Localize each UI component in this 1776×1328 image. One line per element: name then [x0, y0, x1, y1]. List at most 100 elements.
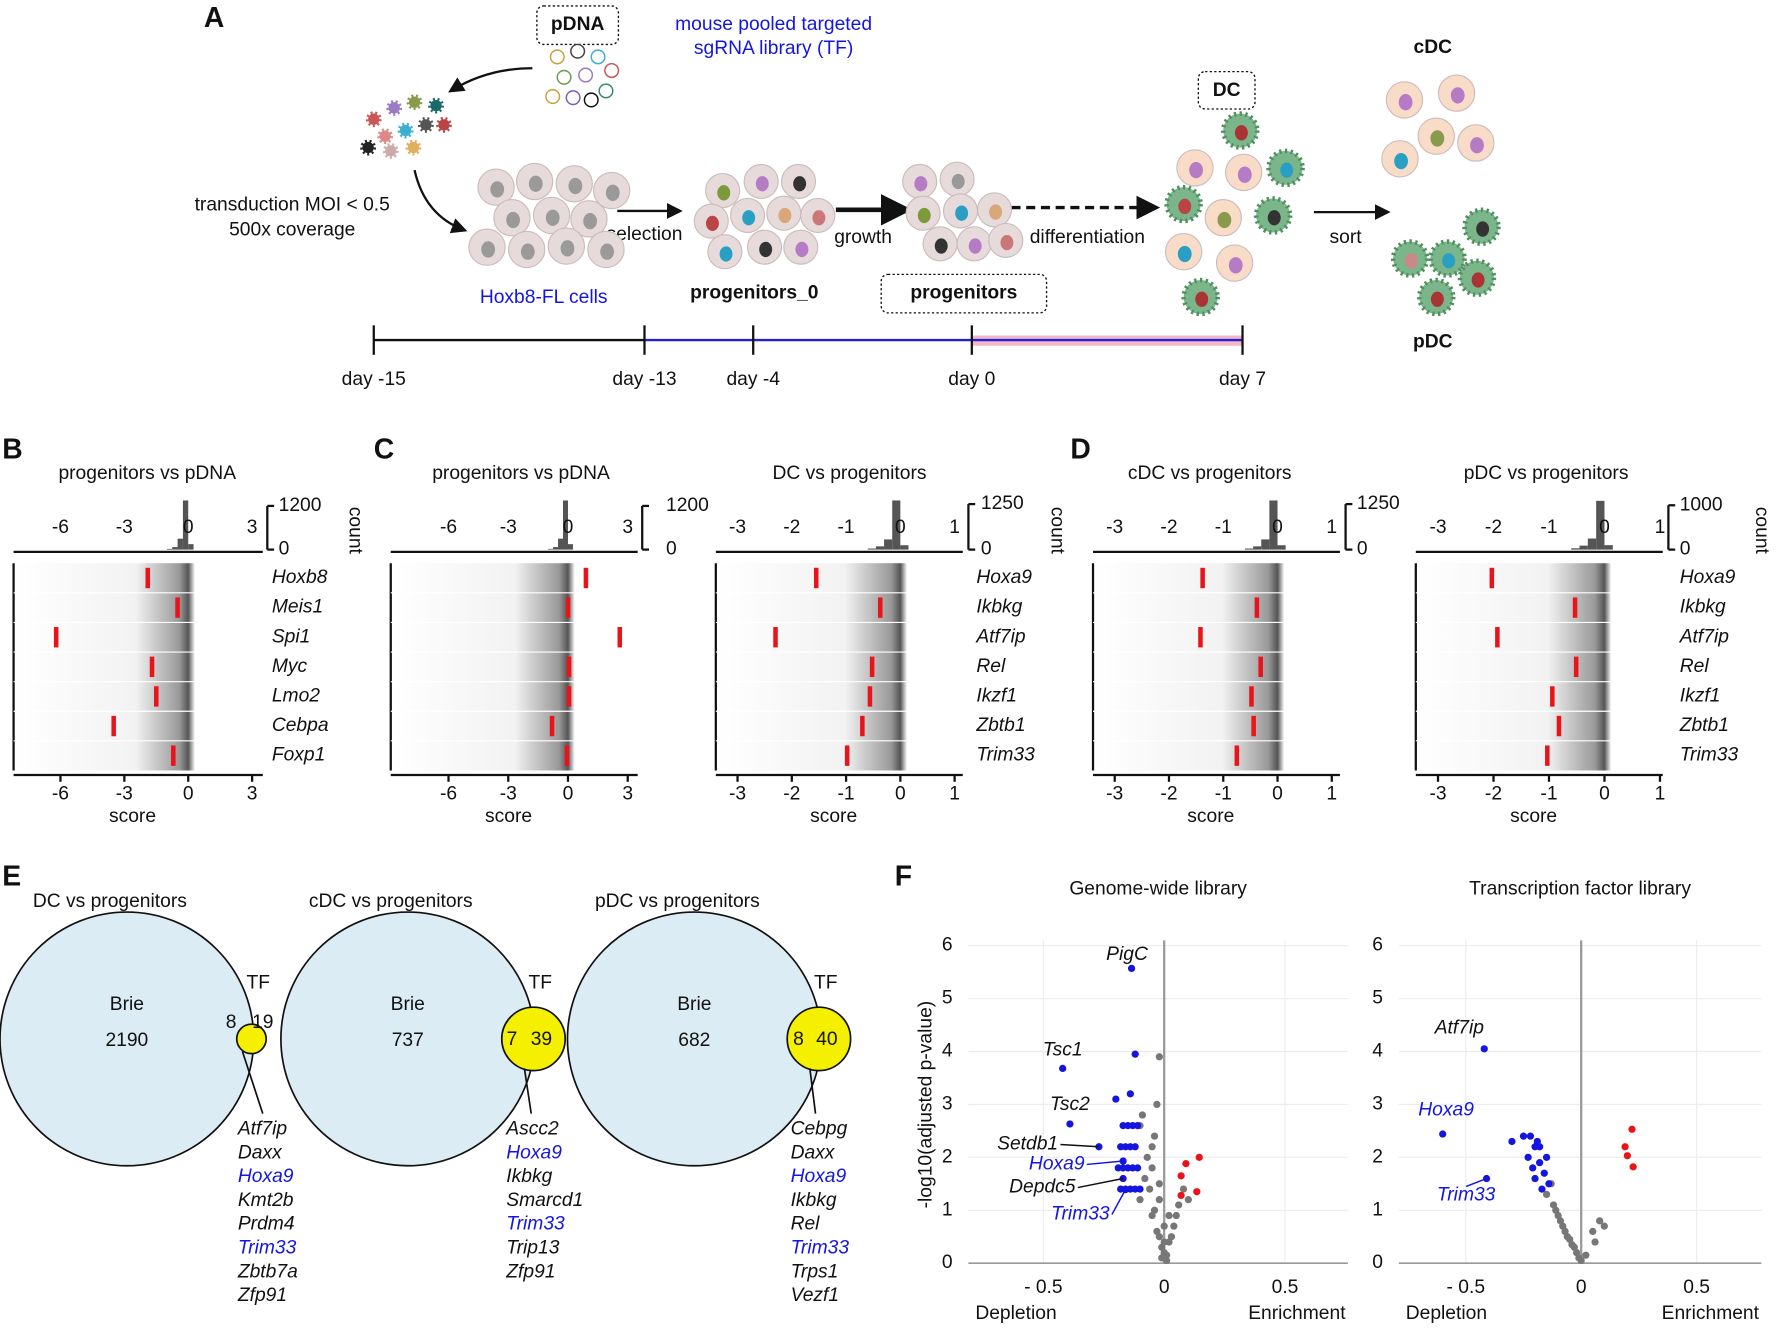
nucleus — [951, 173, 965, 190]
chart-title: progenitors vs pDNA — [432, 463, 610, 484]
hist-bar — [900, 545, 909, 550]
point — [1582, 1251, 1590, 1259]
point-label: PigC — [1106, 944, 1148, 965]
nucleus — [1228, 257, 1243, 274]
nucleus — [719, 246, 733, 262]
library-label: sgRNA library (TF) — [694, 38, 853, 59]
step-label: growth — [834, 227, 892, 248]
hist-x-tick-label: -2 — [1160, 517, 1177, 538]
point-label: Trim33 — [1437, 1185, 1496, 1206]
x-tick-label: 1 — [1326, 783, 1337, 804]
gene-label: Spi1 — [272, 626, 311, 647]
panel-label: A — [204, 1, 224, 33]
gene-label: Ikbkg — [1680, 597, 1726, 618]
point — [1621, 1143, 1629, 1151]
set-count: 19 — [252, 1012, 273, 1033]
gene-label: Daxx — [238, 1142, 283, 1163]
hist-x-tick-label: 1 — [1655, 517, 1666, 538]
plasmid — [549, 49, 565, 65]
score-mark — [617, 627, 623, 648]
nucleus — [1177, 245, 1192, 263]
x-tick-label: -3 — [729, 783, 746, 804]
plasmid — [590, 49, 606, 65]
point — [1155, 1180, 1163, 1188]
venn-set — [500, 1006, 567, 1072]
chart-title: pDC vs progenitors — [1464, 463, 1629, 484]
venn-title: cDC vs progenitors — [309, 891, 473, 912]
point — [1545, 1180, 1553, 1188]
gene-label: Hoxb8 — [272, 567, 328, 588]
pdna-label: pDNA — [551, 14, 605, 35]
y-tick-label: 2 — [1372, 1146, 1383, 1167]
hist-bar — [553, 547, 559, 550]
point — [1179, 1185, 1188, 1193]
gene-label: Ikbkg — [976, 597, 1022, 618]
nucleus — [1280, 162, 1294, 178]
score-mark — [860, 715, 865, 737]
plasmid — [578, 67, 594, 83]
x-tick-label: - 0.5 — [1024, 1277, 1063, 1298]
y-tick-label: 6 — [942, 935, 953, 956]
timeline-label: day 7 — [1219, 369, 1266, 390]
x-axis-label: score — [810, 806, 857, 827]
score-mark — [878, 597, 883, 618]
gene-label: Hoxa9 — [791, 1166, 847, 1187]
hist-bar — [1579, 545, 1588, 550]
point — [1146, 1185, 1154, 1193]
hist-x-tick-label: -3 — [500, 517, 517, 538]
strip-background — [1093, 563, 1285, 771]
point — [1536, 1159, 1544, 1167]
chart-title: progenitors vs pDNA — [58, 463, 236, 484]
hist-x-tick-label: -1 — [1215, 517, 1232, 538]
hist-bar — [1604, 545, 1613, 550]
x-tick-label: 0 — [1159, 1277, 1170, 1298]
point — [1131, 1143, 1139, 1151]
x-tick-label: -2 — [783, 783, 800, 804]
point-label: Hoxa9 — [1029, 1154, 1085, 1175]
point — [1112, 1095, 1120, 1103]
point — [1629, 1163, 1637, 1171]
y-tick-label: 1 — [942, 1199, 953, 1220]
hist-bar — [1253, 546, 1262, 550]
point — [1148, 1143, 1156, 1151]
hist-bar — [558, 538, 564, 550]
hist-bar — [567, 544, 573, 550]
library-label: mouse pooled targeted — [675, 14, 872, 35]
hist-bar — [875, 546, 885, 550]
panel-label: D — [1070, 433, 1090, 465]
nucleus — [717, 185, 731, 201]
set-count: 737 — [392, 1030, 424, 1051]
step-label: sort — [1330, 227, 1363, 248]
nucleus — [568, 177, 583, 195]
hist-x-tick-label: -3 — [1106, 517, 1123, 538]
cell-label: progenitors — [910, 283, 1017, 304]
score-mark — [149, 656, 155, 678]
point — [1531, 1174, 1539, 1183]
x-tick-label: 1 — [949, 783, 960, 804]
hist-x-tick-label: 3 — [247, 517, 258, 538]
count-tick-label: 1200 — [666, 495, 709, 516]
gene-label: Zbtb1 — [975, 715, 1025, 736]
plasmid — [545, 89, 561, 105]
timeline-label: day -4 — [726, 369, 780, 390]
point — [1143, 1153, 1151, 1161]
hist-bar — [892, 500, 901, 550]
x-tick-label: -2 — [1485, 783, 1502, 804]
point — [1623, 1152, 1632, 1160]
point — [1150, 1206, 1159, 1214]
point — [1195, 1153, 1203, 1161]
score-mark — [154, 686, 159, 707]
point — [1600, 1222, 1608, 1230]
x-tick-label: -6 — [440, 783, 457, 804]
y-tick-label: 0 — [1372, 1252, 1383, 1273]
y-tick-label: 3 — [942, 1093, 953, 1114]
point — [1519, 1132, 1528, 1140]
cell-label: progenitors_0 — [690, 283, 818, 304]
x-axis-label: Depletion — [1406, 1303, 1487, 1324]
y-tick-label: 3 — [1372, 1093, 1383, 1114]
score-mark — [566, 686, 572, 707]
nucleus — [1217, 211, 1232, 229]
gene-label: Trim33 — [1680, 745, 1739, 766]
hist-x-tick-label: -1 — [838, 517, 855, 538]
x-tick-label: -6 — [52, 783, 69, 804]
